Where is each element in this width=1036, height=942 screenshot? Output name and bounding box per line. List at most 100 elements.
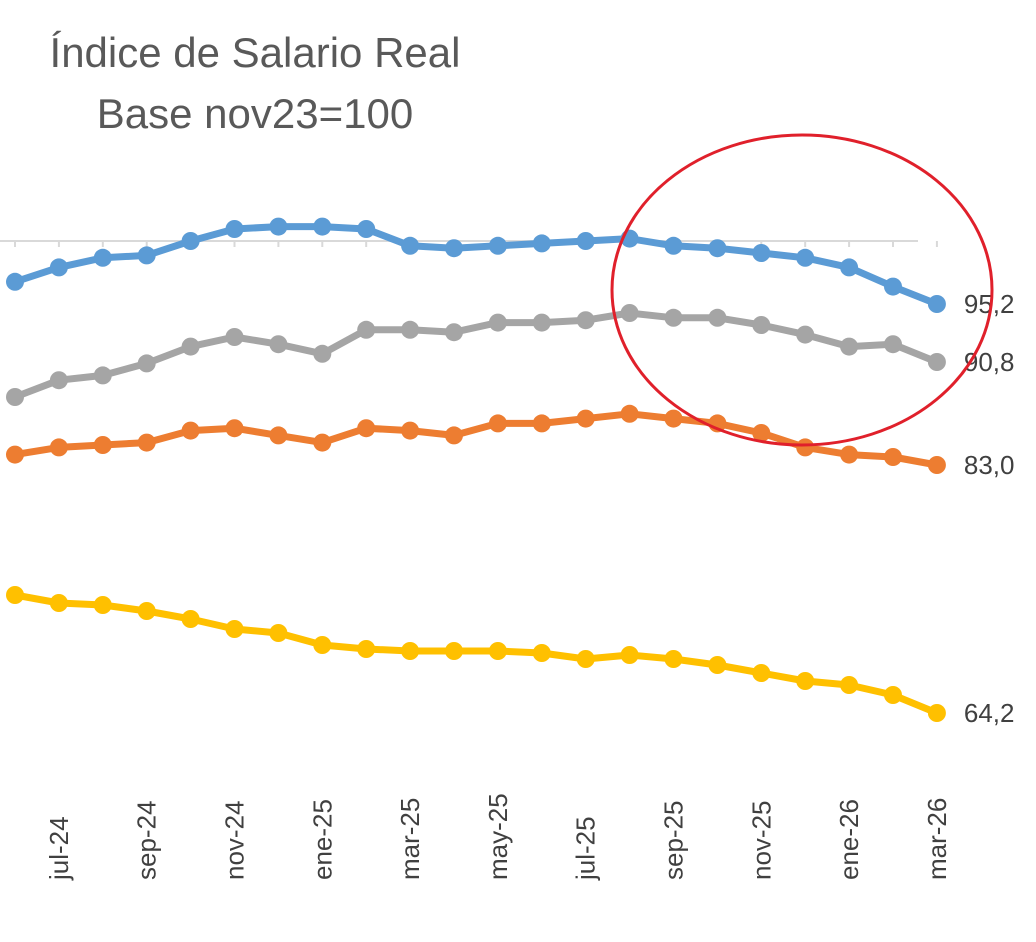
data-point (664, 308, 683, 327)
data-point (401, 236, 420, 255)
data-point (225, 419, 244, 438)
x-tick-label: jul-25 (571, 816, 601, 881)
data-point (49, 258, 68, 277)
data-point (664, 650, 683, 668)
data-point (6, 388, 24, 406)
data-point (796, 438, 815, 457)
data-point (532, 313, 551, 332)
series-1 (6, 304, 946, 406)
end-label: 64,2 (964, 698, 1015, 728)
data-point (181, 232, 200, 250)
data-point (357, 640, 376, 658)
data-point (752, 664, 771, 682)
data-point (884, 448, 902, 466)
data-point (532, 234, 551, 253)
data-point (401, 421, 420, 440)
data-point (93, 366, 112, 385)
data-point (840, 445, 859, 464)
series-0 (6, 217, 946, 313)
chart-title: Índice de Salario Real (50, 29, 461, 76)
data-point (313, 433, 332, 452)
chart-subtitle: Base nov23=100 (97, 90, 413, 137)
x-tick-label: may-25 (483, 793, 513, 880)
series-3 (6, 586, 946, 722)
data-point (708, 308, 727, 327)
data-point (576, 311, 595, 330)
data-point (488, 414, 507, 433)
data-point (620, 404, 639, 423)
data-point (840, 676, 859, 694)
data-point (796, 248, 815, 267)
data-point (137, 602, 156, 620)
data-point (225, 220, 244, 238)
x-tick-label: sep-25 (659, 801, 689, 881)
data-point (708, 239, 727, 258)
series-line (11, 223, 941, 308)
data-point (927, 704, 946, 722)
data-point (313, 344, 332, 363)
data-point (620, 304, 639, 322)
data-point (181, 610, 200, 628)
data-point (927, 353, 946, 371)
data-point (181, 337, 200, 356)
data-point (93, 596, 112, 614)
x-tick-label: nov-25 (746, 801, 776, 881)
data-point (313, 636, 332, 654)
series-line (11, 591, 941, 717)
data-point (576, 409, 595, 428)
data-point (840, 337, 859, 356)
data-point (225, 620, 244, 638)
data-point (137, 433, 156, 452)
data-point (576, 232, 595, 250)
series-line (11, 410, 941, 469)
data-point (401, 320, 420, 339)
data-point (49, 438, 68, 457)
data-point (752, 244, 771, 262)
data-point (445, 323, 463, 342)
highlight-ellipse (610, 133, 994, 447)
end-label: 90,8 (964, 347, 1015, 377)
data-point (357, 419, 376, 438)
data-point (269, 335, 288, 354)
data-point (708, 656, 727, 674)
data-point (445, 426, 463, 445)
data-point (445, 239, 463, 258)
series-group (6, 217, 946, 722)
data-point (49, 371, 68, 390)
data-point (488, 313, 507, 332)
data-point (620, 646, 639, 664)
end-labels-group: 95,290,883,064,2 (964, 289, 1015, 728)
x-tick-label: jul-24 (44, 816, 74, 881)
data-point (576, 650, 595, 668)
data-point (357, 220, 376, 238)
data-point (532, 414, 551, 433)
data-point (927, 456, 946, 474)
data-point (269, 426, 288, 445)
data-point (93, 248, 112, 267)
data-point (49, 594, 68, 612)
data-point (884, 335, 902, 354)
data-point (884, 277, 902, 296)
data-point (664, 409, 683, 428)
data-point (840, 258, 859, 277)
data-point (6, 272, 24, 291)
data-point (488, 236, 507, 255)
data-point (137, 246, 156, 265)
data-point (181, 421, 200, 440)
annotation-group (610, 133, 994, 447)
data-point (137, 354, 156, 373)
data-point (6, 445, 24, 464)
data-point (269, 217, 288, 236)
data-point (357, 320, 376, 339)
data-point (401, 642, 420, 660)
series-line (11, 309, 941, 401)
end-label: 83,0 (964, 450, 1015, 480)
x-tick-label: mar-25 (395, 798, 425, 880)
data-point (532, 644, 551, 662)
x-tick-label: ene-26 (834, 799, 864, 880)
data-point (884, 686, 902, 704)
series-2 (6, 404, 946, 474)
data-point (752, 424, 771, 442)
x-axis: jul-24 sep-24 nov-24 ene-25 mar-25 may-25 jul-… (44, 793, 952, 881)
